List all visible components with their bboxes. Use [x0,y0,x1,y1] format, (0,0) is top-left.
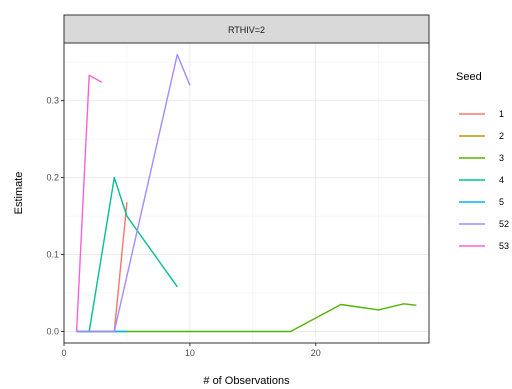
legend-label-52: 52 [499,219,509,229]
y-tick-label: 0.3 [46,96,59,106]
series-line-52 [76,53,191,333]
series-lines [75,53,417,333]
x-axis-title: # of Observations [203,375,290,387]
facet-strip-background [63,14,430,44]
x-tick-label: 10 [185,348,195,358]
legend-label-5: 5 [499,197,504,207]
facet-strip-label: RTHIV=2 [228,25,265,35]
legend-label-2: 2 [499,131,504,141]
plot-panel [63,42,430,344]
legend-label-3: 3 [499,153,504,163]
y-axis: 0.0 0.1 0.2 0.3 [46,96,64,336]
series-line-53 [75,74,103,332]
y-tick-label: 0.0 [46,326,59,336]
plot-panel-border [63,42,430,344]
y-tick-label: 0.2 [46,173,59,183]
y-tick-label: 0.1 [46,250,59,260]
facet-strip: RTHIV=2 [63,14,430,44]
legend-title: Seed [456,71,482,83]
legend-label-4: 4 [499,175,504,185]
legend: Seed 1 2 3 4 5 52 53 [456,71,509,251]
legend-label-1: 1 [499,109,504,119]
minor-gridlines [64,43,429,343]
x-axis: 0 10 20 [61,343,321,358]
x-tick-label: 0 [61,348,66,358]
x-tick-label: 20 [311,348,321,358]
y-axis-title: Estimate [13,172,25,215]
legend-label-53: 53 [499,241,509,251]
